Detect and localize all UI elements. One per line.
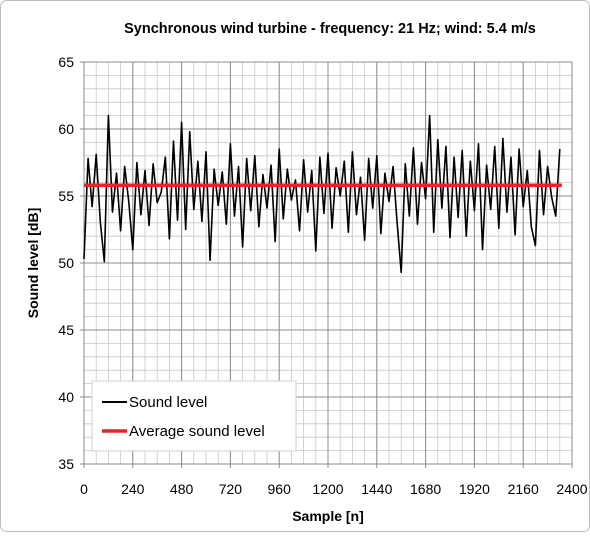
legend-box (91, 380, 297, 452)
chart-title: Synchronous wind turbine - frequency: 21… (124, 21, 536, 37)
legend: Sound level Average sound level (91, 380, 297, 452)
x-tick-label: 2400 (556, 481, 587, 497)
y-tick-label: 35 (58, 456, 74, 472)
x-tick-label: 240 (121, 481, 145, 497)
x-tick-label: 480 (170, 481, 194, 497)
y-tick-label: 60 (58, 121, 74, 137)
legend-label: Average sound level (129, 423, 265, 440)
x-axis-label: Sample [n] (292, 508, 364, 524)
y-tick-label: 50 (58, 255, 74, 271)
x-tick-label: 0 (80, 481, 88, 497)
legend-label: Sound level (129, 394, 207, 411)
x-tick-label: 1440 (361, 481, 392, 497)
y-tick-label: 45 (58, 322, 74, 338)
plot-border (83, 61, 573, 465)
x-tick-label: 1920 (459, 481, 490, 497)
x-tick-label: 960 (268, 481, 292, 497)
x-tick-label: 1200 (312, 481, 343, 497)
y-tick-label: 40 (58, 389, 74, 405)
x-tick-label: 720 (219, 481, 243, 497)
x-tick-label: 1680 (410, 481, 441, 497)
plot (83, 114, 562, 274)
y-tick-label: 55 (58, 188, 74, 204)
x-tick-label: 2160 (508, 481, 539, 497)
y-tick-label: 65 (58, 54, 74, 70)
y-axis-label: Sound level [dB] (25, 208, 41, 318)
